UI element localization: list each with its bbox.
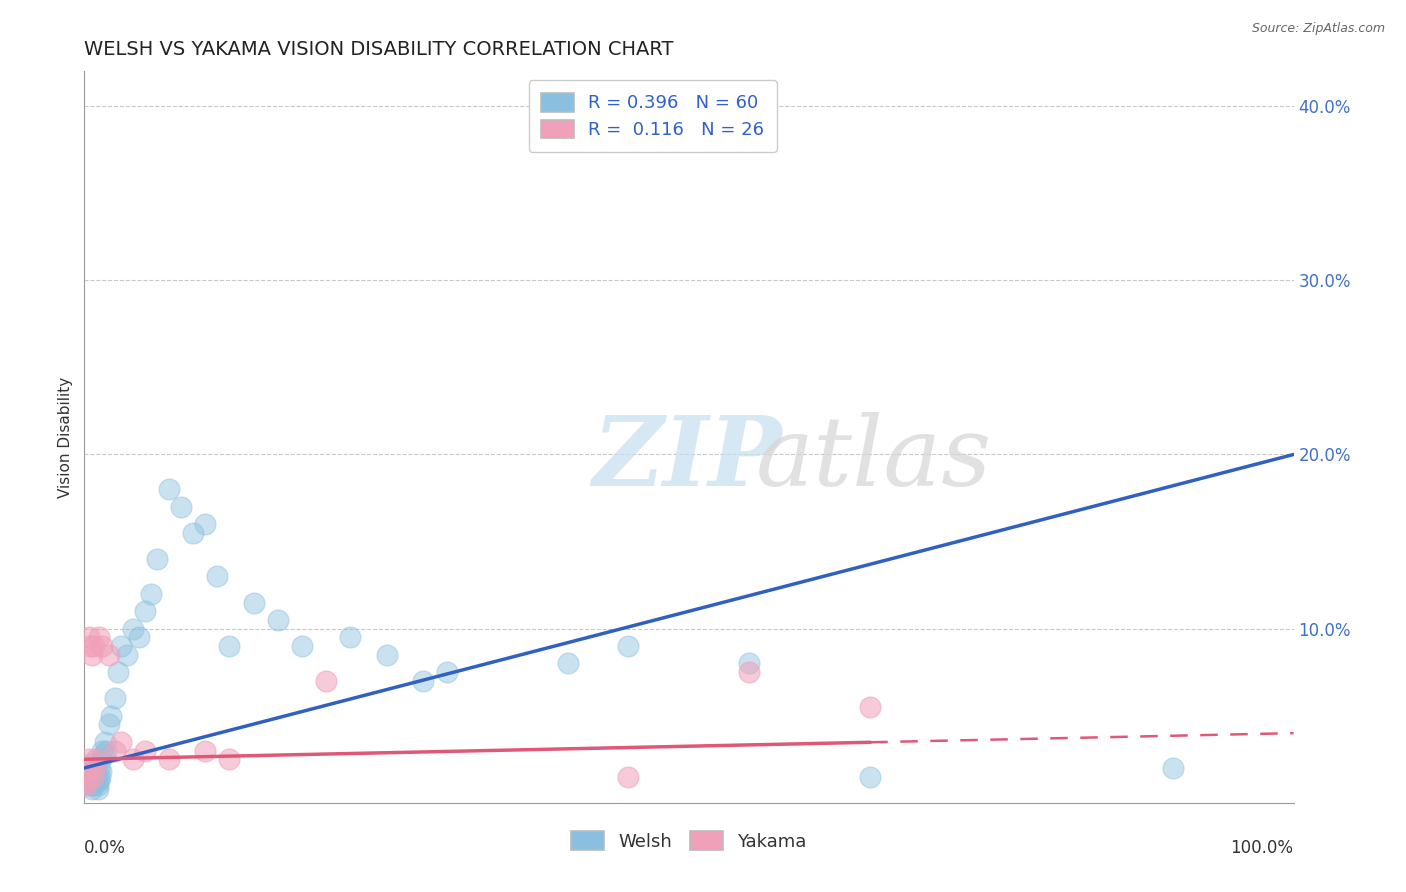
Point — [90, 764, 112, 779]
Point — [104, 743, 127, 757]
Point — [181, 525, 204, 540]
Point — [89, 761, 111, 775]
Point — [76, 770, 98, 784]
Point — [121, 622, 143, 636]
Point — [157, 483, 180, 497]
Point — [84, 761, 107, 775]
Point — [617, 639, 640, 653]
Point — [93, 747, 115, 761]
Point — [859, 700, 882, 714]
Point — [97, 717, 120, 731]
Point — [115, 648, 138, 662]
Point — [97, 648, 120, 662]
Y-axis label: Vision Disability: Vision Disability — [58, 376, 73, 498]
Point — [1161, 761, 1184, 775]
Text: atlas: atlas — [755, 412, 991, 506]
Point — [110, 639, 132, 653]
Point — [207, 569, 229, 583]
Point — [242, 595, 264, 609]
Point — [83, 639, 105, 653]
Point — [100, 708, 122, 723]
Point — [79, 770, 101, 784]
Point — [77, 631, 100, 645]
Point — [375, 648, 398, 662]
Point — [82, 775, 104, 789]
Text: ZIP: ZIP — [592, 412, 782, 506]
Point — [94, 743, 117, 757]
Point — [80, 778, 103, 792]
Point — [134, 743, 156, 757]
Point — [75, 778, 97, 792]
Point — [91, 743, 114, 757]
Point — [157, 752, 180, 766]
Point — [76, 770, 98, 784]
Point — [859, 770, 882, 784]
Point — [738, 665, 761, 680]
Point — [315, 673, 337, 688]
Point — [83, 768, 105, 782]
Point — [79, 639, 101, 653]
Point — [104, 691, 127, 706]
Point — [90, 752, 112, 766]
Point — [738, 657, 761, 671]
Point — [267, 613, 290, 627]
Point — [557, 657, 579, 671]
Point — [83, 773, 105, 788]
Point — [87, 781, 110, 796]
Point — [82, 770, 104, 784]
Point — [84, 761, 107, 775]
Point — [75, 775, 97, 789]
Text: 100.0%: 100.0% — [1230, 839, 1294, 857]
Point — [121, 752, 143, 766]
Point — [77, 766, 100, 780]
Point — [82, 778, 104, 792]
Point — [436, 665, 458, 680]
Point — [75, 775, 97, 789]
Point — [170, 500, 193, 514]
Point — [82, 770, 104, 784]
Point — [218, 639, 240, 653]
Point — [146, 552, 169, 566]
Point — [84, 764, 107, 779]
Point — [80, 648, 103, 662]
Point — [134, 604, 156, 618]
Point — [87, 631, 110, 645]
Point — [412, 673, 434, 688]
Point — [218, 752, 240, 766]
Text: WELSH VS YAKAMA VISION DISABILITY CORRELATION CHART: WELSH VS YAKAMA VISION DISABILITY CORREL… — [84, 39, 673, 59]
Text: 0.0%: 0.0% — [84, 839, 127, 857]
Point — [617, 770, 640, 784]
Point — [76, 773, 98, 788]
Point — [128, 631, 150, 645]
Point — [94, 735, 117, 749]
Point — [91, 639, 114, 653]
Point — [87, 773, 110, 788]
Point — [77, 761, 100, 775]
Point — [86, 778, 108, 792]
Point — [86, 770, 108, 784]
Point — [86, 775, 108, 789]
Text: Source: ZipAtlas.com: Source: ZipAtlas.com — [1251, 22, 1385, 36]
Point — [77, 752, 100, 766]
Point — [75, 778, 97, 792]
Point — [339, 631, 361, 645]
Point — [291, 639, 314, 653]
Point — [80, 781, 103, 796]
Point — [194, 517, 217, 532]
Point — [139, 587, 162, 601]
Point — [110, 735, 132, 749]
Point — [107, 665, 129, 680]
Point — [79, 757, 101, 772]
Point — [77, 761, 100, 775]
Point — [194, 743, 217, 757]
Legend: Welsh, Yakama: Welsh, Yakama — [562, 822, 815, 860]
Point — [86, 752, 108, 766]
Point — [89, 770, 111, 784]
Point — [77, 764, 100, 779]
